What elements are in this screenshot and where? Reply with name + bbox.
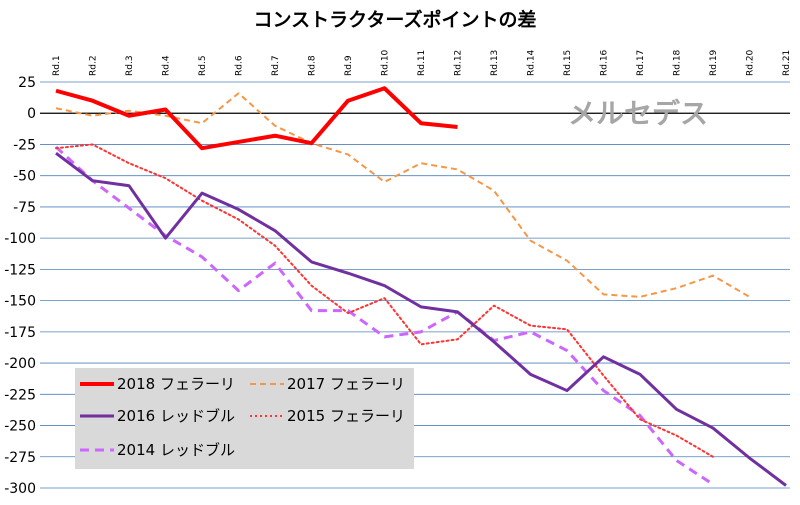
x-tick-label: Rd.13 <box>490 50 500 76</box>
series-line <box>55 152 787 487</box>
y-tick-label: -50 <box>13 169 36 185</box>
series-line <box>55 143 714 458</box>
y-tick-label: -175 <box>4 325 36 341</box>
x-tick-label: Rd.4 <box>162 55 172 76</box>
legend-label: 2018 フェラーリ <box>117 375 235 393</box>
y-tick-label: -75 <box>13 200 36 216</box>
x-tick-label: Rd.10 <box>381 49 391 76</box>
y-tick-label: -125 <box>4 262 36 278</box>
x-tick-label: Rd.9 <box>344 55 354 76</box>
series-line <box>55 92 751 298</box>
legend-label: 2014 レッドブル <box>117 441 235 459</box>
x-tick-label: Rd.1 <box>52 55 62 76</box>
y-tick-label: -275 <box>4 450 36 466</box>
x-tick-label: Rd.12 <box>454 50 464 76</box>
y-tick-label: -200 <box>4 356 36 372</box>
x-tick-label: Rd.20 <box>746 49 756 76</box>
y-tick-label: 0 <box>27 106 36 122</box>
legend: 2018 フェラーリ 2017 フェラーリ 2016 レッドブル 2015 フェラーリ… <box>75 368 414 469</box>
y-tick-label: 25 <box>18 75 36 91</box>
x-tick-label: Rd.18 <box>673 49 683 76</box>
series-line <box>55 86 458 151</box>
x-tick-label: Rd.2 <box>89 55 99 76</box>
x-tick-label: Rd.21 <box>782 50 792 76</box>
series-lines <box>54 86 787 487</box>
legend-label: 2017 フェラーリ <box>287 375 405 393</box>
x-tick-label: Rd.17 <box>636 50 646 76</box>
x-tick-label: Rd.6 <box>235 55 245 76</box>
x-tick-label: Rd.11 <box>417 50 427 76</box>
x-tick-label: Rd.3 <box>125 55 135 76</box>
y-tick-label: -25 <box>13 137 36 153</box>
x-tick-label: Rd.14 <box>527 49 537 76</box>
x-tick-label: Rd.7 <box>271 55 281 76</box>
chart-title: コンストラクターズポイントの差 <box>254 8 537 31</box>
x-tick-label: Rd.5 <box>198 55 208 76</box>
y-tick-label: -100 <box>4 231 36 247</box>
mercedes-annotation: メルセデス <box>568 97 708 130</box>
y-tick-label: -225 <box>4 387 36 403</box>
legend-label: 2016 レッドブル <box>117 407 235 425</box>
legend-label: 2015 フェラーリ <box>287 407 405 425</box>
y-tick-label: -150 <box>4 294 36 310</box>
x-axis: Rd.1 Rd.2 Rd.3 Rd.4 Rd.5 Rd.6 Rd.7 Rd.8 Rd.9 Rd.1… <box>52 49 792 76</box>
x-tick-label: Rd.19 <box>709 49 719 76</box>
legend-box <box>75 368 414 469</box>
y-tick-label: -250 <box>4 419 36 435</box>
y-tick-label: -300 <box>4 481 36 497</box>
y-axis: 25 0 -25 -50 -75 -100 -125 -150 -175 -200 -225 -250… <box>4 75 36 497</box>
x-tick-label: Rd.16 <box>600 49 610 76</box>
x-tick-label: Rd.15 <box>563 50 573 76</box>
x-tick-label: Rd.8 <box>308 55 318 76</box>
